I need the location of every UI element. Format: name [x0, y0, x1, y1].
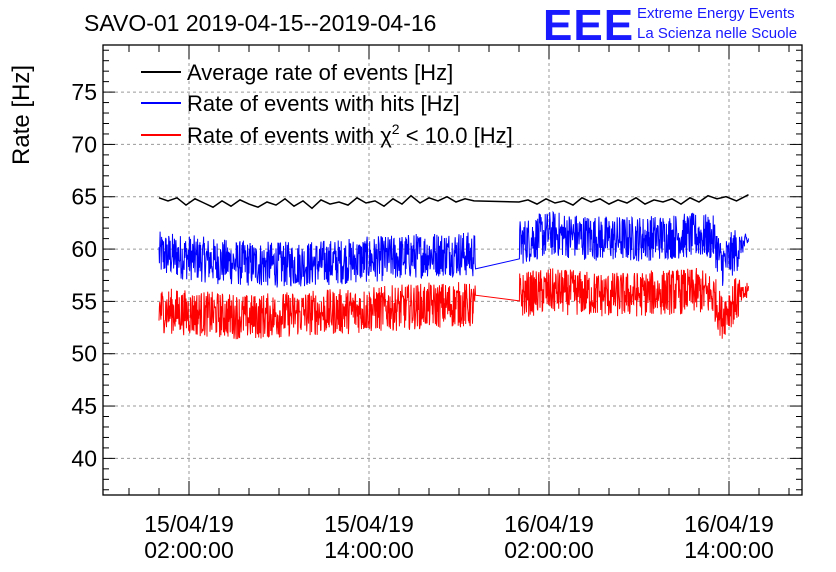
y-tick-label: 70 [71, 131, 97, 157]
legend-label-hits: Rate of events with hits [Hz] [187, 91, 460, 116]
legend-label-chi2-symbol: χ [380, 123, 392, 148]
series-layer [158, 194, 749, 340]
y-tick-label: 60 [71, 236, 97, 262]
chart-title: SAVO-01 2019-04-15--2019-04-16 [84, 10, 436, 36]
x-tick-label-time: 02:00:00 [504, 537, 594, 563]
y-tick-label: 75 [71, 79, 97, 105]
series-line-average [158, 194, 749, 210]
x-tick-label-date: 15/04/19 [144, 511, 234, 537]
eee-logo: EEE Extreme Energy Events La Scienza nel… [543, 1, 797, 50]
x-tick-label-date: 15/04/19 [324, 511, 414, 537]
legend-label-chi2-tail: < 10.0 [Hz] [400, 123, 513, 148]
y-tick-label: 65 [71, 184, 97, 210]
legend-label-chi2: Rate of events with χ2 < 10.0 [Hz] [187, 121, 513, 148]
x-tick-labels: 15/04/1902:00:0015/04/1914:00:0016/04/19… [144, 511, 774, 563]
y-tick-label: 40 [71, 445, 97, 471]
x-tick-label-time: 02:00:00 [144, 537, 234, 563]
series-line-chi2 [158, 267, 749, 340]
x-tick-label-time: 14:00:00 [684, 537, 774, 563]
y-tick-label: 55 [71, 288, 97, 314]
x-tick-label-time: 14:00:00 [324, 537, 414, 563]
y-tick-label: 50 [71, 341, 97, 367]
legend-label-chi2-sup: 2 [392, 121, 400, 137]
eee-logo-letters: EEE [543, 1, 634, 50]
series-line-hits [158, 210, 749, 288]
x-tick-label-date: 16/04/19 [504, 511, 594, 537]
x-tick-label-date: 16/04/19 [684, 511, 774, 537]
axis-ticks [103, 45, 802, 495]
legend-label-average: Average rate of events [Hz] [187, 60, 453, 85]
y-axis-label: Rate [Hz] [8, 65, 35, 165]
legend-item-average: Average rate of events [Hz] [141, 60, 453, 85]
legend-item-chi2: Rate of events with χ2 < 10.0 [Hz] [141, 121, 513, 148]
legend-label-chi2-main: Rate of events with [187, 123, 380, 148]
legend-item-hits: Rate of events with hits [Hz] [141, 91, 460, 116]
y-tick-label: 45 [71, 393, 97, 419]
eee-logo-line2: La Scienza nelle Scuole [637, 25, 797, 42]
eee-logo-line1: Extreme Energy Events [637, 5, 795, 22]
legend: Average rate of events [Hz] Rate of even… [141, 60, 513, 148]
plot-frame [102, 44, 803, 496]
y-tick-labels: 40 45 50 55 60 65 70 75 [71, 79, 97, 471]
